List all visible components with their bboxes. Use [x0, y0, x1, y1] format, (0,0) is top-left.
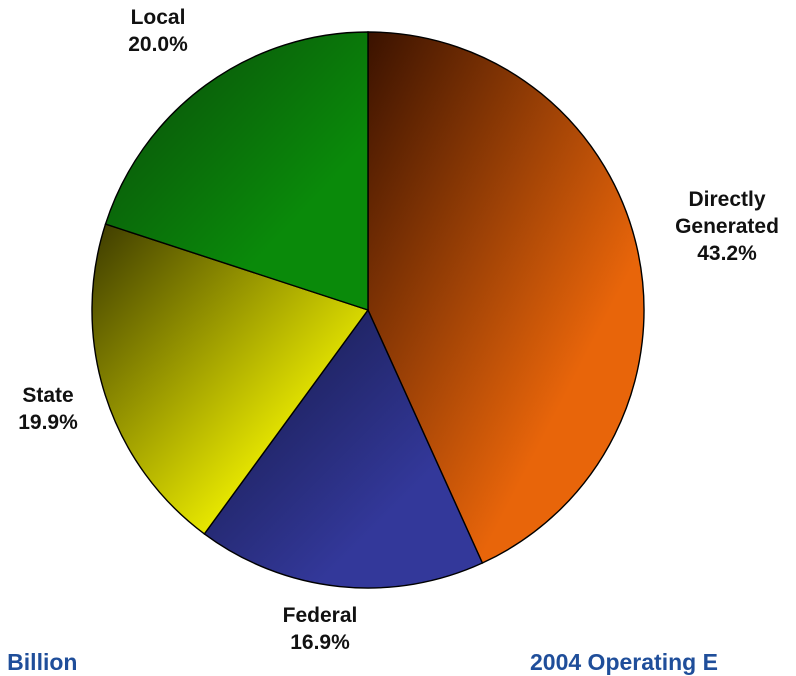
slice-name-directly-generated: Directly Generated [675, 188, 779, 238]
pie-slice-directly-generated [367, 31, 645, 564]
slice-value-federal: 16.9% [290, 631, 350, 654]
footer-left-text: 2 Billion [0, 649, 78, 675]
slice-label-federal: Federal 16.9% [245, 602, 395, 656]
pie-slice-local [104, 31, 369, 311]
slice-name-federal: Federal [282, 604, 358, 627]
pie-slice-state [91, 223, 370, 535]
slice-label-directly-generated: Directly Generated 43.2% [652, 186, 796, 267]
slice-value-directly-generated: 43.2% [697, 242, 757, 265]
slice-value-local: 20.0% [128, 33, 188, 56]
slice-label-state: State 19.9% [0, 382, 96, 436]
pie-slices [91, 31, 645, 589]
slice-label-local: Local 20.0% [88, 4, 228, 58]
footer-right-text: 2004 Operating E [530, 649, 718, 675]
slice-name-local: Local [130, 6, 186, 29]
slice-value-state: 19.9% [18, 411, 78, 434]
pie-slice-federal [203, 308, 484, 589]
slice-name-state: State [22, 384, 74, 407]
